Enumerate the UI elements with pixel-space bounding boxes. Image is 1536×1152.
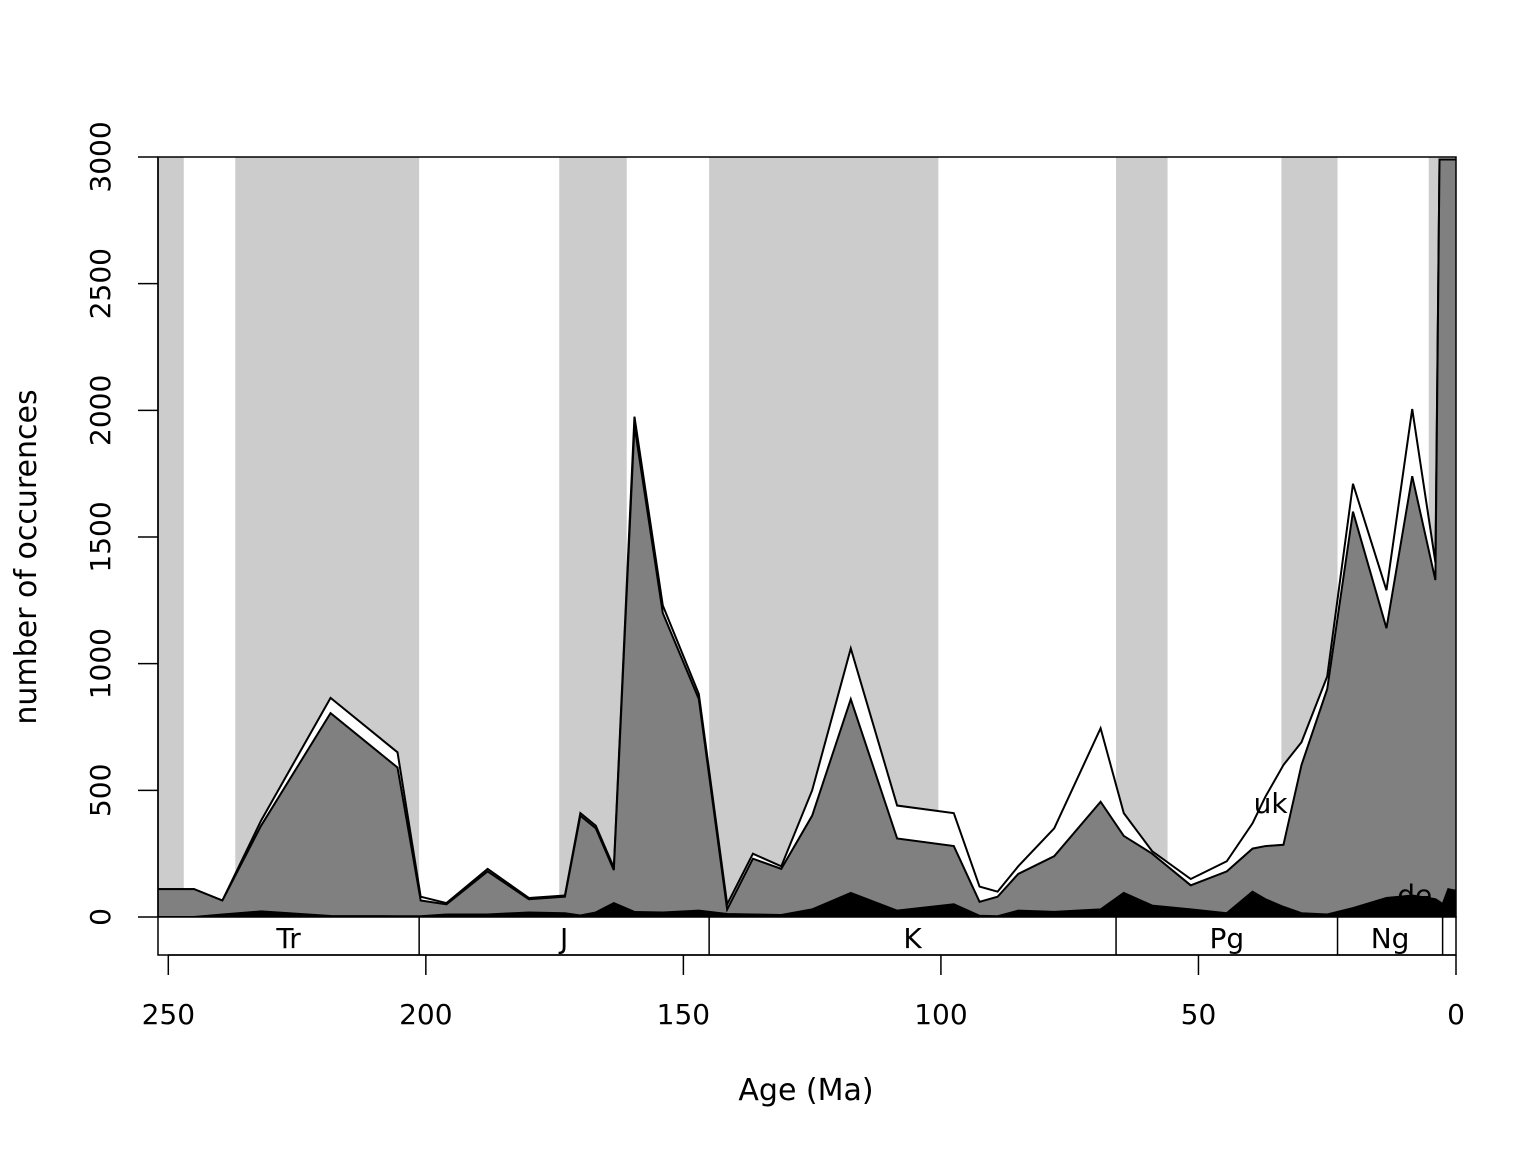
period-bar: Tr J K Pg Ng <box>157 916 1457 956</box>
background-band-2 <box>559 157 627 917</box>
period-label-Pg: Pg <box>1209 922 1244 955</box>
x-tick-label-50: 50 <box>1181 998 1217 1031</box>
x-tick-label-100: 100 <box>914 998 967 1031</box>
y-tick-label-500: 500 <box>84 764 117 817</box>
annotations: uk de <box>1254 787 1433 911</box>
series-area-1 <box>158 159 1456 917</box>
background-band-0 <box>158 157 184 917</box>
annotation-uk: uk <box>1254 787 1289 820</box>
y-tick-label-0: 0 <box>84 908 117 926</box>
stacked-areas <box>158 158 1456 917</box>
x-tick-label-250: 250 <box>142 998 195 1031</box>
series-line-1 <box>158 158 1456 913</box>
x-tick-label-150: 150 <box>657 998 710 1031</box>
series-line-2 <box>158 158 1456 908</box>
y-axis-label: number of occurences <box>9 389 44 724</box>
background-band-4 <box>1116 157 1168 917</box>
y-tick-label-1000: 1000 <box>84 628 117 699</box>
y-tick-label-2000: 2000 <box>84 375 117 446</box>
x-axis: 250 200 150 100 50 0 <box>142 954 1465 1031</box>
background-bands <box>158 157 1456 917</box>
annotation-de: de <box>1397 878 1432 911</box>
series-area-0 <box>158 889 1456 917</box>
x-axis-label: Age (Ma) <box>738 1073 873 1108</box>
period-label-Tr: Tr <box>275 922 301 955</box>
y-axis: 0 500 1000 1500 2000 2500 3000 <box>84 121 159 926</box>
period-label-K: K <box>903 922 922 955</box>
x-tick-label-200: 200 <box>399 998 452 1031</box>
y-tick-label-2500: 2500 <box>84 248 117 319</box>
series-line-0 <box>158 887 1456 917</box>
period-label-J: J <box>558 922 568 955</box>
period-label-Ng: Ng <box>1371 922 1410 955</box>
y-tick-label-1500: 1500 <box>84 501 117 572</box>
x-tick-label-0: 0 <box>1447 998 1465 1031</box>
y-tick-label-3000: 3000 <box>84 121 117 192</box>
period-bar-frame <box>157 916 1457 956</box>
